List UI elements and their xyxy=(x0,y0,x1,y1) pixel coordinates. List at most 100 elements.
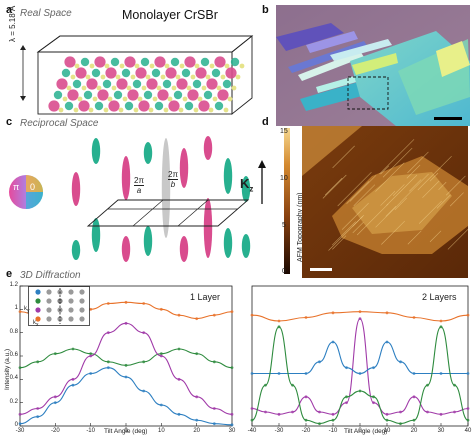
chart-left-title: 1 Layer xyxy=(190,292,221,302)
afm-streak xyxy=(418,200,442,224)
lattice-atom-small xyxy=(231,85,237,91)
reciprocal-rod xyxy=(143,226,153,256)
afm-streak xyxy=(445,175,466,196)
lattice-atom xyxy=(165,67,177,79)
phase-zero-label: 0 xyxy=(30,182,36,192)
afm-streak xyxy=(346,181,370,204)
lattice-atom xyxy=(214,56,226,68)
reciprocal-rod xyxy=(179,236,189,262)
data-point xyxy=(331,418,335,422)
panel-a-subtitle: Real Space xyxy=(20,8,72,19)
lattice-atom xyxy=(67,89,79,101)
afm-streak xyxy=(436,194,451,209)
lattice-atom-small xyxy=(62,96,68,102)
y-tick-label: 0.6 xyxy=(9,352,18,358)
data-point xyxy=(345,395,348,399)
data-point xyxy=(412,372,416,375)
inset-spot xyxy=(79,307,85,313)
lattice-atom-small xyxy=(160,74,166,80)
inset-spot xyxy=(46,298,52,304)
reciprocal-rod xyxy=(71,240,81,260)
afm-streak xyxy=(407,151,429,174)
data-point xyxy=(277,412,281,416)
afm-streak xyxy=(409,179,422,192)
lattice-atom-small xyxy=(81,85,87,91)
data-point xyxy=(124,363,128,367)
lattice-atom xyxy=(198,100,210,112)
panel-a-letter: a xyxy=(6,4,13,16)
afm-colorbar xyxy=(284,128,290,274)
lattice-atom xyxy=(110,57,120,67)
data-point xyxy=(106,360,110,364)
data-point xyxy=(230,310,234,314)
lattice-atom-small xyxy=(104,63,110,69)
afm-streak xyxy=(392,184,405,196)
lattice-atom-small xyxy=(107,96,113,102)
data-point xyxy=(439,412,443,416)
lattice-atom-small xyxy=(178,107,184,113)
data-point xyxy=(466,372,470,375)
afm-streak xyxy=(375,201,401,228)
chart-right-xlabel: Tilt Angle (deg) xyxy=(344,428,388,435)
data-point xyxy=(358,317,362,321)
lattice-atom-small xyxy=(92,96,98,102)
data-point xyxy=(124,300,128,304)
lattice-atom xyxy=(168,100,180,112)
lattice-atom-small xyxy=(190,74,196,80)
lattice-atom-small xyxy=(197,96,203,102)
crystal-lattice-figure xyxy=(36,35,254,115)
inset-spot xyxy=(68,298,74,304)
data-point xyxy=(212,422,216,426)
data-point xyxy=(399,360,402,364)
afm-streak xyxy=(438,181,447,191)
data-point xyxy=(412,395,416,399)
lattice-atom xyxy=(121,68,131,78)
lattice-atoms xyxy=(48,56,245,113)
lattice-atom xyxy=(187,89,199,101)
lattice-atom-small xyxy=(186,85,192,91)
data-point xyxy=(89,307,93,311)
lattice-atom-small xyxy=(134,63,140,69)
lattice-atom-small xyxy=(164,63,170,69)
panel-b-letter: b xyxy=(262,4,269,16)
data-point xyxy=(124,321,128,325)
lattice-atom-small xyxy=(163,107,169,113)
lattice-atom xyxy=(102,79,112,89)
x-tick-label: -20 xyxy=(301,428,311,434)
lattice-atom-small xyxy=(209,63,215,69)
data-point xyxy=(372,395,375,399)
data-point xyxy=(18,310,22,314)
inset-spot xyxy=(79,289,85,295)
data-point xyxy=(304,418,308,422)
lattice-atom xyxy=(132,79,142,89)
lattice-atom xyxy=(108,100,120,112)
lattice-spacing-arrow xyxy=(20,45,26,101)
lattice-atom xyxy=(80,57,90,67)
colorbar-tick-5: 5 xyxy=(282,222,286,229)
lattice-atom-small xyxy=(66,85,72,91)
lattice-atom-small xyxy=(239,63,245,69)
data-point xyxy=(106,331,110,335)
data-point xyxy=(89,354,93,358)
afm-streak xyxy=(385,206,397,217)
data-point xyxy=(250,372,254,375)
inset-spot xyxy=(68,289,74,295)
data-point xyxy=(439,372,443,375)
afm-streak xyxy=(328,216,363,251)
lattice-atom-small xyxy=(85,74,91,80)
inset-spot xyxy=(35,289,41,295)
reciprocal-rod xyxy=(143,142,153,164)
x-tick-label: 30 xyxy=(228,428,236,434)
afm-streak xyxy=(380,190,396,206)
data-point xyxy=(385,311,389,315)
series-line xyxy=(19,322,233,415)
reciprocal-rod xyxy=(203,198,213,258)
lattice-atom-small xyxy=(133,107,139,113)
reciprocal-rod xyxy=(121,156,131,200)
afm-streak xyxy=(349,175,377,202)
data-point xyxy=(106,366,110,370)
data-point xyxy=(331,311,335,315)
lattice-atom xyxy=(75,67,87,79)
reciprocal-rod xyxy=(91,138,101,164)
data-point xyxy=(358,372,362,375)
